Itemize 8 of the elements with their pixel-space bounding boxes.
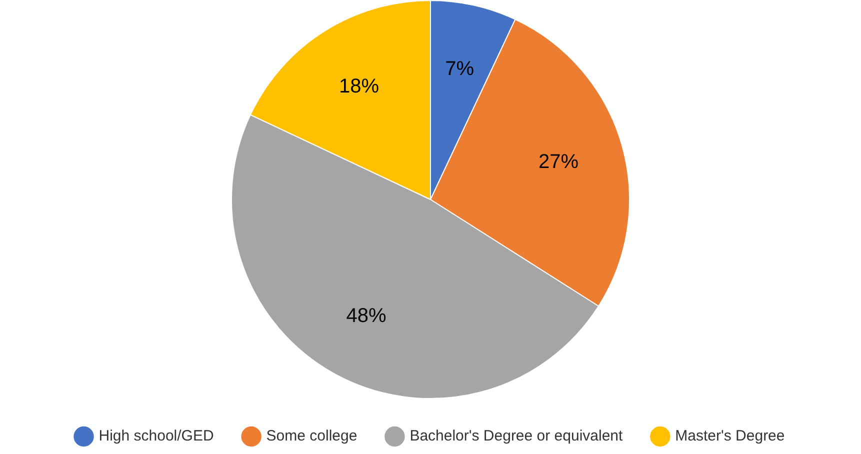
data-label: 18% bbox=[339, 75, 380, 98]
legend-label: Master's Degree bbox=[675, 428, 785, 445]
data-label: 7% bbox=[445, 58, 474, 80]
legend-label: Some college bbox=[266, 428, 358, 445]
legend-label: High school/GED bbox=[98, 428, 214, 445]
data-label: 48% bbox=[346, 304, 386, 327]
legend-label: Bachelor's Degree or equivalent bbox=[410, 428, 624, 445]
data-label: 27% bbox=[538, 150, 579, 173]
